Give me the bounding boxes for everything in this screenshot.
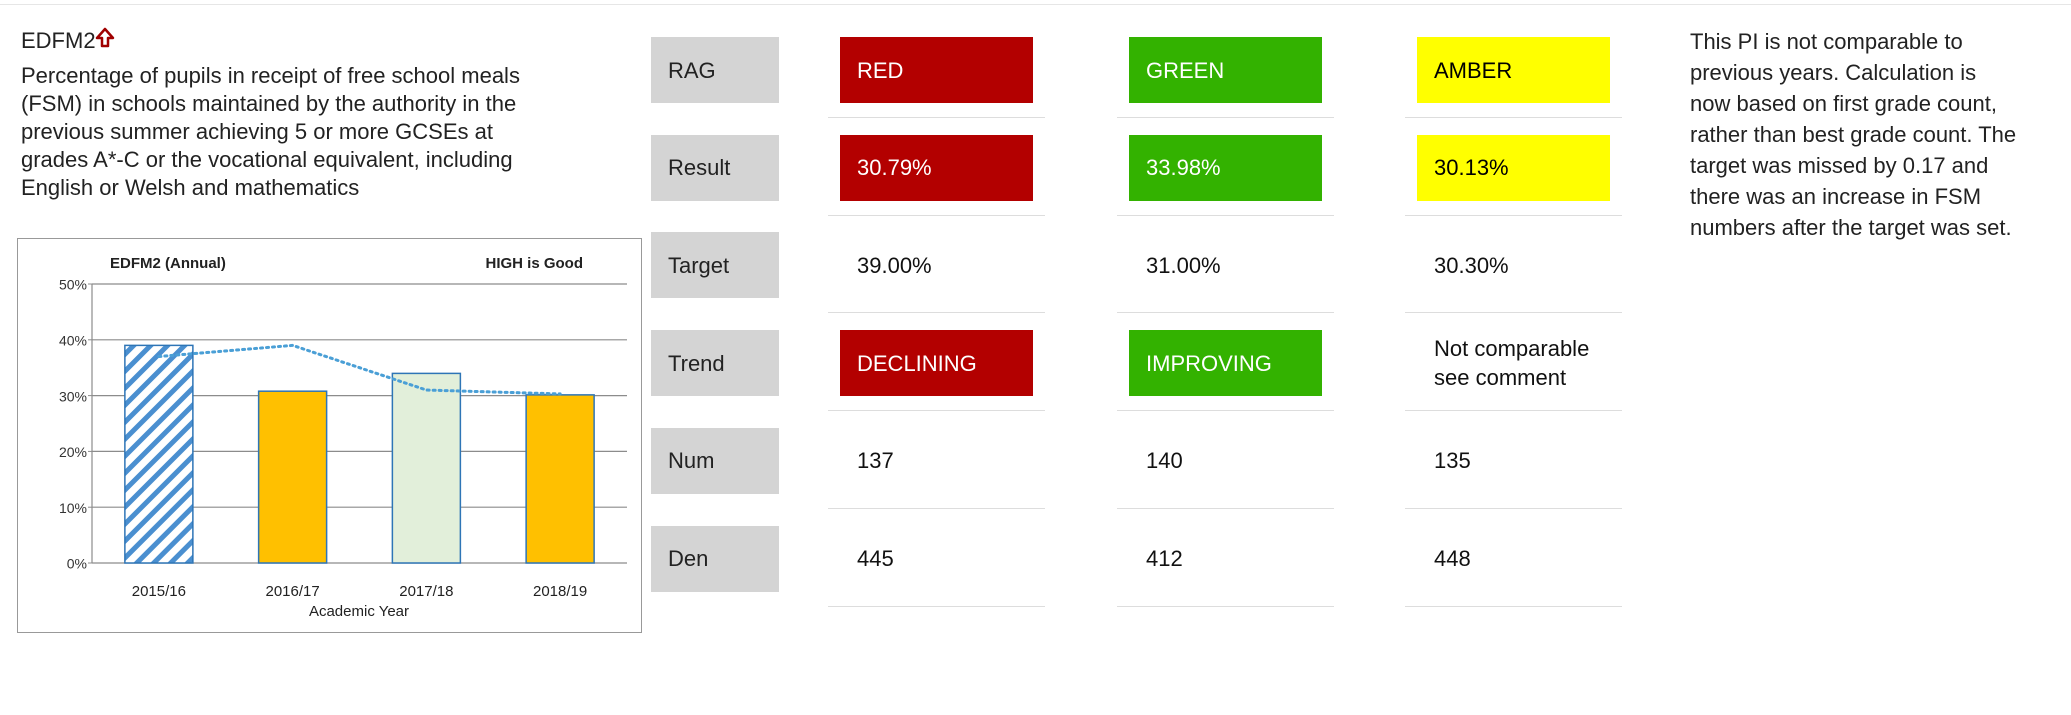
up-arrow-icon [95, 27, 115, 48]
value-cell: GREEN [1129, 37, 1322, 103]
value-cell: 412 [1146, 546, 1183, 571]
row-separator [1117, 214, 1334, 216]
x-tick-label: 2018/19 [533, 583, 587, 600]
column-top-border [828, 4, 1045, 5]
row-separator [1117, 117, 1334, 118]
chart: EDFM2 (Annual) HIGH is Good 0% 10% 20% 30% 40%… [17, 238, 642, 633]
bar [525, 394, 595, 564]
x-axis-label: Academic Year [309, 603, 409, 620]
value-cell: AMBER [1417, 37, 1610, 103]
row-separator [1117, 312, 1334, 314]
bar [391, 372, 462, 564]
y-tick-label: 40% [59, 333, 87, 349]
row-separator [1117, 410, 1334, 412]
row-separator [1117, 605, 1334, 607]
y-tick-label: 10% [59, 500, 87, 516]
pi-code: EDFM2 [21, 28, 96, 53]
bar [124, 344, 194, 564]
row-separator [828, 605, 1045, 607]
row-label: Target [651, 232, 779, 299]
description-line: previous summer achieving 5 or more GCSE… [21, 119, 493, 144]
comment-line: This PI is not comparable to [1690, 29, 1963, 54]
value-cell: 31.00% [1146, 252, 1221, 278]
y-tick-label: 0% [67, 556, 87, 572]
description-line: English or Welsh and mathematics [21, 175, 360, 200]
row-separator [1405, 117, 1622, 118]
pi-description: Percentage of pupils in receipt of free … [21, 62, 520, 202]
value-cell: 33.98% [1129, 134, 1322, 201]
value-cell: 140 [1146, 448, 1183, 474]
target-line [157, 343, 562, 396]
value-cell: 445 [857, 546, 894, 571]
value-cell: 448 [1434, 546, 1471, 571]
comment: This PI is not comparable to previous yea… [1690, 26, 2016, 243]
row-separator [1405, 214, 1622, 216]
value-cell: RED [840, 37, 1033, 103]
column-top-border [1117, 4, 1333, 5]
row-separator [828, 117, 1045, 118]
row-separator [828, 312, 1045, 314]
x-tick-label: 2016/17 [266, 583, 320, 600]
comment-line: target was missed by 0.17 and [1690, 153, 1989, 178]
row-label: Result [651, 134, 779, 201]
comment-line: numbers after the target was set. [1690, 215, 2012, 240]
row-separator [1405, 312, 1622, 314]
row-label: Num [651, 427, 779, 494]
value-cell: 30.79% [840, 134, 1033, 201]
description-line: Percentage of pupils in receipt of free … [21, 63, 520, 88]
chart-note: HIGH is Good [486, 255, 584, 272]
value-cell: IMPROVING [1129, 330, 1322, 397]
value-cell: 30.30% [1434, 252, 1509, 278]
comment-line: previous years. Calculation is [1690, 60, 1977, 85]
value-cell: DECLINING [840, 330, 1033, 397]
row-label: Trend [651, 330, 779, 397]
row-separator [828, 507, 1045, 509]
y-tick-label: 50% [59, 277, 87, 293]
row-label: RAG [651, 37, 779, 103]
column-top-border [623, 4, 790, 5]
description-line: grades A*-C or the vocational equivalent… [21, 147, 513, 172]
value-cell: 135 [1434, 448, 1471, 474]
comment-line: rather than best grade count. The [1690, 122, 2017, 147]
row-separator [1405, 410, 1622, 412]
x-tick-label: 2015/16 [132, 583, 186, 600]
row-separator [828, 410, 1045, 412]
x-tick-label: 2017/18 [399, 583, 453, 600]
y-tick-label: 20% [59, 444, 87, 460]
row-label: Den [651, 525, 779, 592]
bar [257, 390, 328, 564]
row-separator [828, 214, 1045, 216]
value-cell: 137 [857, 448, 894, 474]
value-cell: Not comparable see comment [1434, 336, 1590, 391]
description-line: (FSM) in schools maintained by the autho… [21, 91, 517, 116]
value-cell: 39.00% [857, 252, 932, 278]
value-cell: 30.13% [1417, 134, 1610, 201]
chart-title: EDFM2 (Annual) [110, 255, 226, 272]
comment-line: now based on first grade count, [1690, 91, 1997, 116]
comment-line: there was an increase in FSM [1690, 184, 1982, 209]
row-separator [1405, 605, 1622, 607]
y-tick-label: 30% [59, 388, 87, 404]
row-separator [1405, 507, 1622, 509]
row-separator [1117, 507, 1334, 509]
column-top-border [1405, 4, 1622, 5]
